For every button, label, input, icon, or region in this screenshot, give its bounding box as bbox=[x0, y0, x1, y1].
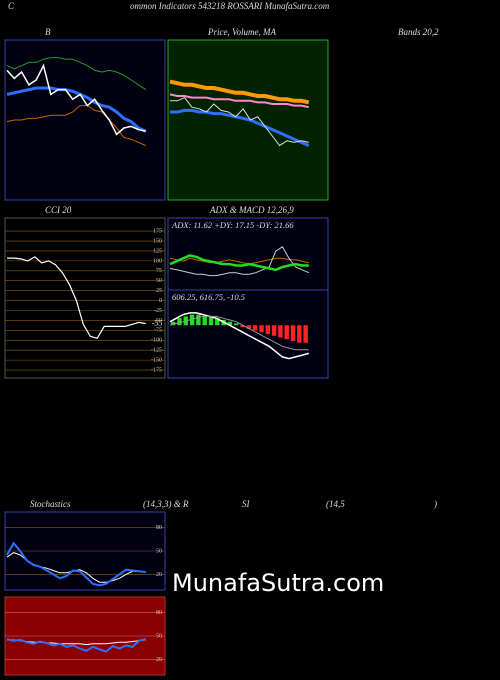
panel bbox=[167, 217, 329, 291]
y-tick-label: 50 bbox=[156, 548, 162, 554]
y-tick-label: 50 bbox=[156, 278, 162, 284]
y-tick-label: 25 bbox=[156, 288, 162, 294]
y-tick-label: -25 bbox=[154, 308, 162, 314]
histogram-bar bbox=[290, 325, 296, 342]
y-tick-label: 150 bbox=[153, 238, 162, 244]
header-prefix: C bbox=[8, 1, 15, 11]
panel bbox=[4, 217, 166, 379]
histogram-bar bbox=[240, 325, 245, 327]
y-tick-label: -175 bbox=[151, 367, 162, 373]
indicator-line bbox=[169, 315, 309, 351]
panel-title: Bands 20,2 bbox=[398, 27, 439, 37]
indicator-info: 606.25, 616.75, -10.5 bbox=[172, 292, 245, 302]
y-tick-label: -125 bbox=[151, 348, 162, 354]
value-label: -55 bbox=[152, 318, 163, 327]
panel-title: (14,3,3) & R bbox=[143, 499, 189, 509]
panel bbox=[4, 39, 166, 201]
y-tick-label: 0 bbox=[159, 298, 162, 304]
histogram-bar bbox=[303, 325, 308, 343]
header-title: ommon Indicators 543218 ROSSARI MunafaSu… bbox=[130, 1, 330, 11]
indicator-line bbox=[6, 63, 146, 136]
histogram-bar bbox=[177, 318, 182, 326]
panel-title: ) bbox=[433, 499, 437, 509]
histogram-bar bbox=[227, 321, 233, 326]
indicator-line bbox=[169, 254, 309, 272]
y-tick-label: 125 bbox=[153, 248, 162, 254]
y-tick-label: -75 bbox=[154, 328, 162, 334]
histogram-bar bbox=[284, 325, 289, 340]
histogram-bar bbox=[208, 316, 214, 326]
y-tick-label: 100 bbox=[153, 258, 162, 264]
y-tick-label: -50 bbox=[154, 318, 162, 324]
histogram-bar bbox=[265, 325, 270, 334]
y-tick-label: -150 bbox=[151, 358, 162, 364]
histogram-bar bbox=[271, 325, 277, 336]
histogram-bar bbox=[234, 323, 239, 326]
indicator-line bbox=[7, 639, 146, 646]
panel-title: CCI 20 bbox=[45, 205, 72, 215]
indicator-info: ADX: 11.62 +DY: 17.15 -DY: 21.66 bbox=[171, 220, 294, 230]
y-tick-label: 80 bbox=[156, 525, 162, 531]
histogram-bar bbox=[202, 316, 207, 326]
indicator-line bbox=[169, 246, 310, 277]
panel-title: Stochastics bbox=[30, 499, 71, 509]
histogram-bar bbox=[278, 325, 283, 338]
indicator-line bbox=[6, 105, 147, 147]
indicator-line bbox=[7, 256, 146, 340]
histogram-bar bbox=[259, 325, 264, 333]
panel-title: SI bbox=[242, 499, 251, 509]
indicator-line bbox=[6, 86, 147, 133]
histogram-bar bbox=[196, 314, 201, 326]
indicator-line bbox=[170, 96, 309, 147]
indicator-line bbox=[170, 108, 310, 147]
panel-title: B bbox=[45, 27, 51, 37]
y-tick-label: 75 bbox=[156, 268, 162, 274]
indicator-line bbox=[169, 257, 309, 265]
histogram-bar bbox=[189, 314, 195, 326]
histogram-bar bbox=[170, 321, 176, 326]
histogram-bar bbox=[297, 325, 302, 343]
panel-title: Price, Volume, MA bbox=[207, 27, 276, 37]
panel-title: ADX & MACD 12,26,9 bbox=[209, 205, 294, 215]
y-tick-label: 50 bbox=[156, 633, 162, 639]
y-tick-label: 175 bbox=[153, 228, 162, 234]
indicator-line bbox=[169, 93, 310, 109]
indicator-line bbox=[6, 541, 146, 587]
indicator-line bbox=[169, 312, 309, 360]
indicator-line bbox=[6, 638, 147, 653]
y-tick-label: 20 bbox=[156, 572, 162, 578]
histogram-bar bbox=[246, 325, 252, 329]
histogram-bar bbox=[252, 325, 258, 331]
histogram-bar bbox=[215, 318, 220, 326]
y-tick-label: 20 bbox=[156, 657, 162, 663]
panel-title: (14,5 bbox=[326, 499, 345, 509]
watermark: MunafaSutra.com bbox=[172, 569, 384, 597]
y-tick-label: 80 bbox=[156, 610, 162, 616]
indicator-line bbox=[169, 79, 310, 105]
y-tick-label: -100 bbox=[151, 338, 162, 344]
indicator-line bbox=[6, 57, 147, 91]
